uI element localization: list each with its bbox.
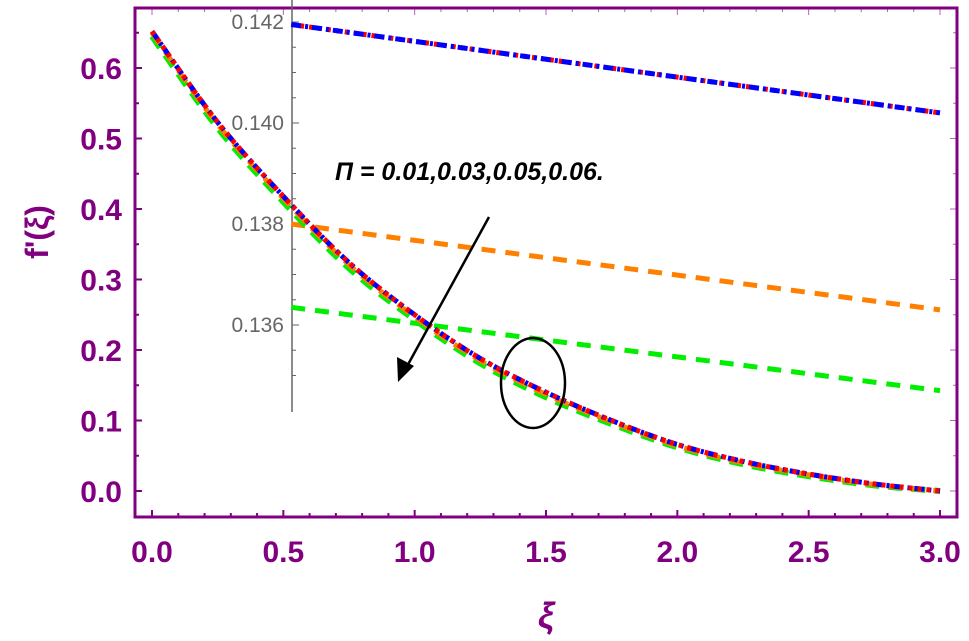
x-tick-label: 2.5 xyxy=(788,536,830,569)
inset-line xyxy=(290,221,941,313)
main-series xyxy=(149,29,941,494)
y-tick-label: 0.3 xyxy=(80,265,122,298)
parameter-annotation: Π = 0.01,0.03,0.05,0.06. xyxy=(335,158,604,186)
y-tick-label: 0.2 xyxy=(80,335,122,368)
arrow-head-icon xyxy=(397,357,414,382)
inset-line xyxy=(290,22,941,116)
inset-tick-label: 0.136 xyxy=(231,314,284,337)
series-line xyxy=(149,29,941,494)
x-tick-label: 1.0 xyxy=(394,536,436,569)
inset-tick-label: 0.142 xyxy=(231,11,284,34)
y-axis-label: f'(ξ) xyxy=(19,205,55,259)
plot-border xyxy=(133,6,959,519)
x-axis-label: ξ xyxy=(538,595,556,636)
inset-tick-label: 0.140 xyxy=(231,112,284,135)
y-tick-label: 0.5 xyxy=(80,124,122,157)
y-tick-label: 0.6 xyxy=(80,53,122,86)
y-tick-label: 0.1 xyxy=(80,406,122,439)
series-line xyxy=(149,31,941,494)
arrow-icon xyxy=(403,216,491,371)
x-tick-label: 0.5 xyxy=(262,536,304,569)
plot-frame xyxy=(133,6,959,519)
inset-series xyxy=(290,22,941,394)
series-line xyxy=(149,29,941,494)
inset-line xyxy=(290,304,941,394)
x-tick-label: 0.0 xyxy=(131,536,173,569)
x-tick-label: 3.0 xyxy=(919,536,961,569)
inset-axis: 0.136 0.138 0.140 0.142 xyxy=(231,0,299,412)
y-tick-label: 0.4 xyxy=(80,194,122,227)
axis-ticks: 0.0 0.5 1.0 1.5 2.0 2.5 3.0 0.0 0.1 0.2 0.3 0.4 0.5 0… xyxy=(80,8,961,569)
inset-tick-label: 0.138 xyxy=(231,213,284,236)
x-tick-label: 2.0 xyxy=(656,536,698,569)
ellipse-highlight-icon xyxy=(499,336,567,430)
x-tick-label: 1.5 xyxy=(525,536,567,569)
y-tick-label: 0.0 xyxy=(80,476,122,509)
annotations: Π = 0.01,0.03,0.05,0.06. xyxy=(335,158,604,430)
